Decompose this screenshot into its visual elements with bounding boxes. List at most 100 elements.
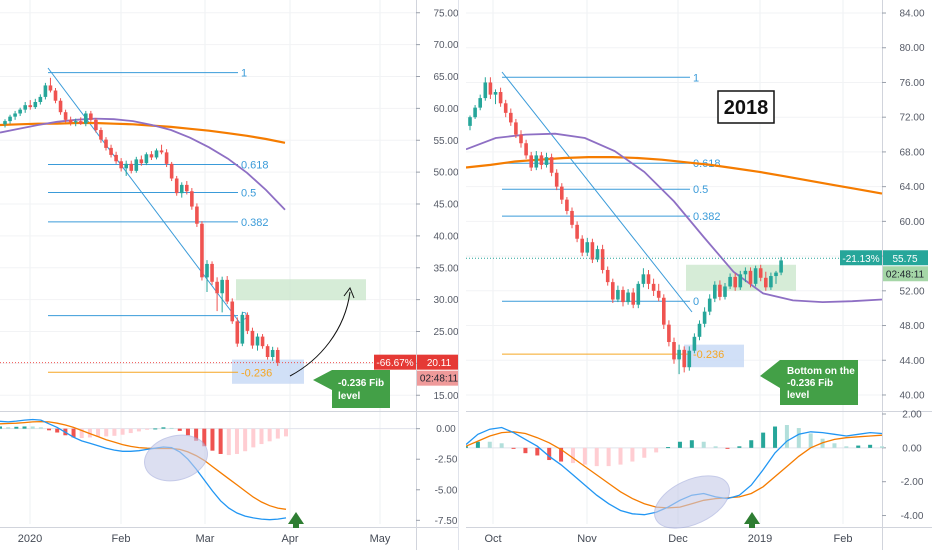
x-tick-label: Nov bbox=[577, 533, 597, 545]
macd-histogram-bar bbox=[153, 428, 158, 430]
macd-y-tick-label: -7.50 bbox=[435, 516, 458, 527]
last-price-label: 55.75 bbox=[892, 254, 917, 265]
macd-histogram-bar bbox=[145, 428, 150, 430]
pct-change-label: -21.13% bbox=[842, 254, 879, 265]
candle-body bbox=[149, 154, 154, 158]
candle-body bbox=[743, 270, 748, 275]
candle-body bbox=[713, 284, 717, 299]
candle-body bbox=[565, 199, 569, 211]
candle-body bbox=[718, 284, 722, 297]
y-tick-label: 30.00 bbox=[433, 295, 458, 306]
panel-gap bbox=[458, 0, 466, 550]
candle-body bbox=[672, 342, 676, 360]
candle-body bbox=[575, 224, 579, 239]
candle-body bbox=[190, 191, 194, 207]
target-zone bbox=[236, 279, 366, 301]
macd-histogram-bar bbox=[120, 428, 125, 435]
candle-body bbox=[8, 116, 12, 122]
candle-body bbox=[631, 292, 635, 305]
y-tick-label: 45.00 bbox=[433, 200, 458, 211]
fib-level-label: 0.5 bbox=[241, 188, 256, 200]
candle-body bbox=[682, 349, 686, 368]
macd-histogram-bar bbox=[689, 440, 694, 448]
macd-histogram-bar bbox=[475, 441, 480, 448]
macd-histogram-bar bbox=[701, 441, 706, 448]
candle-body bbox=[185, 184, 189, 192]
macd-y-tick-label: -2.00 bbox=[901, 477, 924, 488]
candle-body bbox=[48, 85, 53, 91]
macd-signal-line bbox=[0, 420, 287, 510]
candle-body bbox=[733, 276, 737, 288]
macd-histogram-bar bbox=[0, 426, 2, 429]
macd-histogram-bar bbox=[749, 440, 754, 448]
fib-level-label: -0.236 bbox=[241, 367, 272, 379]
macd-histogram-bar bbox=[523, 447, 528, 454]
panel-right: 84.0080.0076.0072.0068.0064.0060.0056.00… bbox=[464, 0, 932, 550]
candle-body bbox=[570, 210, 574, 225]
candle-body bbox=[210, 263, 214, 282]
macd-y-tick-label: -2.50 bbox=[435, 455, 458, 466]
macd-histogram-bar bbox=[499, 443, 504, 448]
candle-body bbox=[738, 274, 743, 288]
macd-histogram-bar bbox=[284, 428, 288, 437]
candle-body bbox=[764, 277, 768, 288]
callout-text: Bottom on the bbox=[787, 366, 855, 377]
macd-y-tick-label: -4.00 bbox=[901, 511, 924, 522]
macd-histogram-bar bbox=[177, 428, 182, 431]
candle-body bbox=[270, 349, 275, 357]
candle-body bbox=[68, 119, 73, 123]
candle-body bbox=[503, 103, 508, 113]
projection-arrowhead bbox=[343, 286, 355, 299]
candle-body bbox=[225, 279, 229, 302]
macd-histogram-bar bbox=[185, 428, 190, 436]
macd-line bbox=[0, 418, 287, 521]
candle-body bbox=[774, 272, 778, 277]
callout-text: -0.236 Fib bbox=[338, 378, 384, 389]
y-tick-label: 76.00 bbox=[899, 78, 924, 89]
y-tick-label: 68.00 bbox=[899, 147, 924, 158]
candle-body bbox=[468, 117, 472, 126]
macd-histogram-bar bbox=[796, 428, 801, 448]
macd-histogram-bar bbox=[14, 426, 19, 429]
macd-histogram-bar bbox=[677, 441, 682, 448]
x-tick-label: Apr bbox=[281, 533, 298, 545]
candle-body bbox=[524, 143, 528, 156]
macd-histogram-bar bbox=[259, 428, 264, 445]
candle-body bbox=[200, 223, 204, 278]
candle-body bbox=[600, 249, 605, 270]
candle-body bbox=[3, 121, 7, 125]
candle-body bbox=[169, 163, 174, 179]
candle-body bbox=[758, 268, 763, 278]
y-tick-label: 44.00 bbox=[899, 356, 924, 367]
pct-change-label: -66.67% bbox=[376, 358, 413, 369]
macd-histogram-bar bbox=[128, 428, 133, 434]
candle-body bbox=[544, 157, 549, 165]
candle-body bbox=[94, 119, 98, 131]
pct-change-badge bbox=[374, 354, 416, 370]
candle-body bbox=[84, 113, 88, 124]
candle-body bbox=[250, 330, 255, 346]
macd-histogram-bar bbox=[112, 428, 117, 436]
fib-highlight-zone bbox=[232, 359, 304, 384]
candle-body bbox=[179, 184, 184, 194]
candle-body bbox=[769, 276, 773, 288]
macd-y-tick-label: 0.00 bbox=[902, 443, 922, 454]
macd-y-tick-label: 2.00 bbox=[902, 410, 922, 421]
y-tick-label: 52.00 bbox=[899, 286, 924, 297]
macd-histogram-bar bbox=[275, 428, 280, 439]
last-price-badge bbox=[883, 250, 928, 266]
candle-body bbox=[139, 159, 144, 164]
candle-body bbox=[519, 134, 523, 144]
candle-body bbox=[646, 274, 651, 284]
candle-body bbox=[109, 147, 113, 155]
candle-body bbox=[611, 282, 615, 300]
candle-body bbox=[621, 289, 625, 303]
y-tick-label: 70.00 bbox=[433, 40, 458, 51]
callout-box bbox=[313, 370, 390, 408]
y-tick-label: 35.00 bbox=[433, 263, 458, 274]
candle-body bbox=[53, 90, 58, 101]
candle-body bbox=[265, 346, 270, 357]
candle-body bbox=[509, 112, 513, 123]
x-tick-label: 2020 bbox=[18, 533, 42, 545]
